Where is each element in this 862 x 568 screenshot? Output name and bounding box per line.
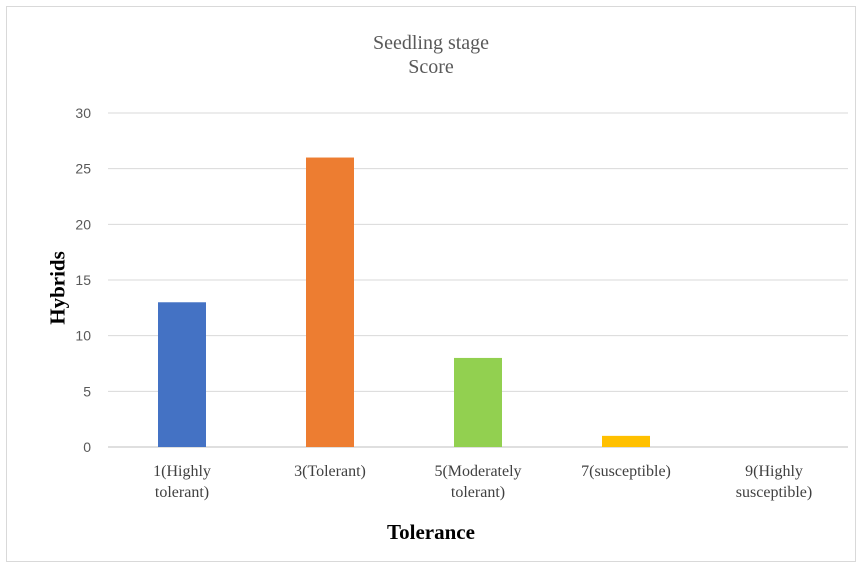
- y-tick-label: 15: [75, 272, 91, 288]
- y-tick-label: 10: [75, 328, 91, 344]
- x-tick-label: 5(Moderately tolerant): [434, 463, 521, 501]
- bar: [454, 357, 502, 447]
- x-tick-label: 7(susceptible): [581, 463, 671, 480]
- bar: [602, 435, 650, 447]
- chart-frame: [6, 6, 856, 562]
- y-tick-label: 0: [83, 439, 91, 455]
- chart-subtitle: Score: [408, 56, 454, 78]
- x-tick-label: 1(Highly tolerant): [153, 463, 211, 501]
- y-tick-label: 25: [75, 161, 91, 177]
- bar: [306, 157, 354, 448]
- y-tick-label: 30: [75, 105, 91, 121]
- x-tick-label: 9(Highly susceptible): [736, 463, 812, 501]
- y-tick-label: 20: [75, 216, 91, 232]
- y-tick-label: 5: [83, 383, 91, 399]
- x-axis-label: Tolerance: [387, 520, 475, 544]
- x-tick-label: 3(Tolerant): [294, 463, 366, 480]
- chart-title: Seedling stage: [372, 32, 490, 54]
- bar: [158, 302, 206, 447]
